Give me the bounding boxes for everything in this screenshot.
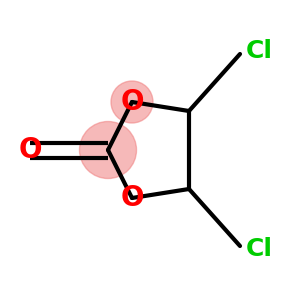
Circle shape [111,81,153,123]
Circle shape [80,122,136,178]
Text: O: O [120,88,144,116]
Text: O: O [120,184,144,212]
Text: O: O [18,136,42,164]
Text: Cl: Cl [246,39,273,63]
Text: Cl: Cl [246,237,273,261]
